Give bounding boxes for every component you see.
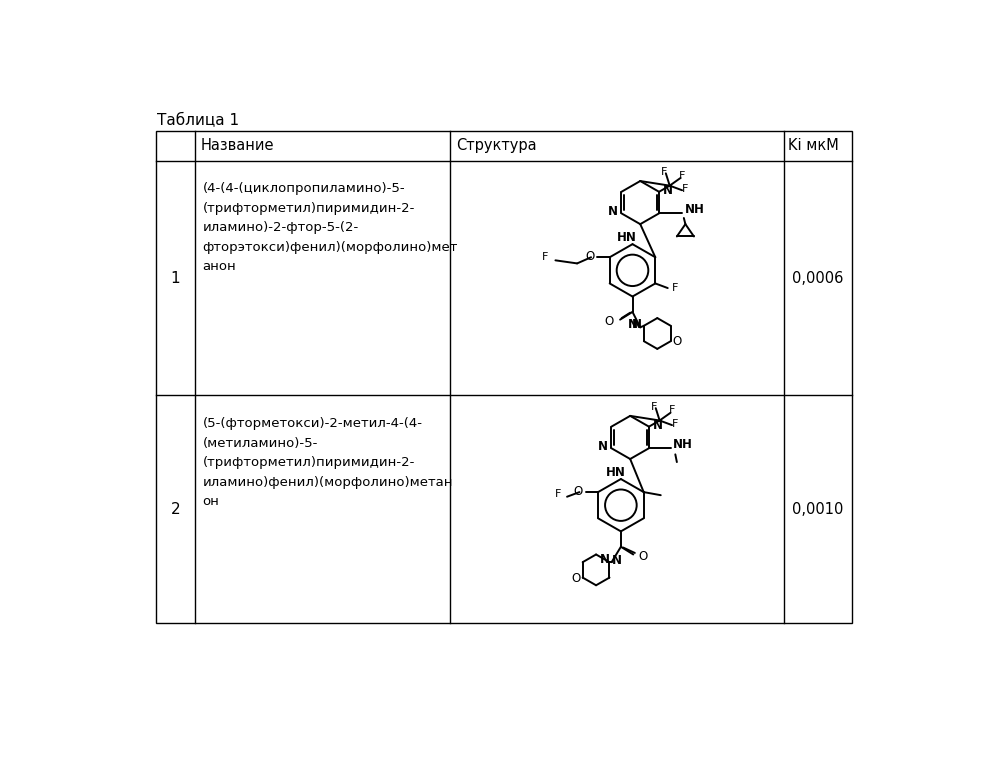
Text: F: F bbox=[671, 283, 678, 293]
Bar bbox=[156, 132, 852, 622]
Text: F: F bbox=[679, 170, 685, 180]
Text: Структура: Структура bbox=[457, 139, 537, 154]
Text: Таблица 1: Таблица 1 bbox=[158, 113, 240, 128]
Text: O: O bbox=[585, 250, 594, 263]
Text: NH: NH bbox=[684, 203, 704, 216]
Text: (4-(4-(циклопропиламино)-5-
(трифторметил)пиримидин-2-
иламино)-2-фтор-5-(2-
фто: (4-(4-(циклопропиламино)-5- (трифтормети… bbox=[203, 182, 458, 273]
Text: 0,0010: 0,0010 bbox=[792, 501, 843, 517]
Text: Название: Название bbox=[201, 139, 275, 154]
Text: O: O bbox=[604, 314, 614, 328]
Text: F: F bbox=[542, 252, 548, 263]
Text: N: N bbox=[598, 440, 608, 453]
Text: F: F bbox=[661, 167, 667, 177]
Text: N: N bbox=[600, 552, 610, 565]
Text: Ki мкМ: Ki мкМ bbox=[787, 139, 838, 154]
Text: N: N bbox=[663, 183, 673, 197]
Text: F: F bbox=[554, 489, 560, 498]
Text: N: N bbox=[608, 205, 618, 218]
Text: HN: HN bbox=[617, 231, 637, 244]
Text: O: O bbox=[638, 549, 648, 562]
Text: O: O bbox=[571, 572, 580, 585]
Text: N: N bbox=[631, 318, 641, 331]
Text: N: N bbox=[628, 318, 638, 331]
Text: N: N bbox=[611, 554, 621, 567]
Text: F: F bbox=[682, 183, 688, 194]
Text: F: F bbox=[669, 406, 675, 416]
Text: 1: 1 bbox=[171, 271, 180, 285]
Text: (5-(фторметокси)-2-метил-4-(4-
(метиламино)-5-
(трифторметил)пиримидин-2-
иламин: (5-(фторметокси)-2-метил-4-(4- (метилами… bbox=[203, 417, 453, 508]
Text: 0,0006: 0,0006 bbox=[792, 271, 843, 285]
Text: N: N bbox=[652, 419, 663, 431]
Text: NH: NH bbox=[673, 438, 693, 451]
Text: HN: HN bbox=[606, 466, 626, 479]
Text: 2: 2 bbox=[171, 501, 180, 517]
Text: F: F bbox=[651, 402, 657, 412]
Text: O: O bbox=[672, 336, 681, 349]
Text: O: O bbox=[573, 485, 582, 498]
Text: F: F bbox=[672, 419, 678, 428]
